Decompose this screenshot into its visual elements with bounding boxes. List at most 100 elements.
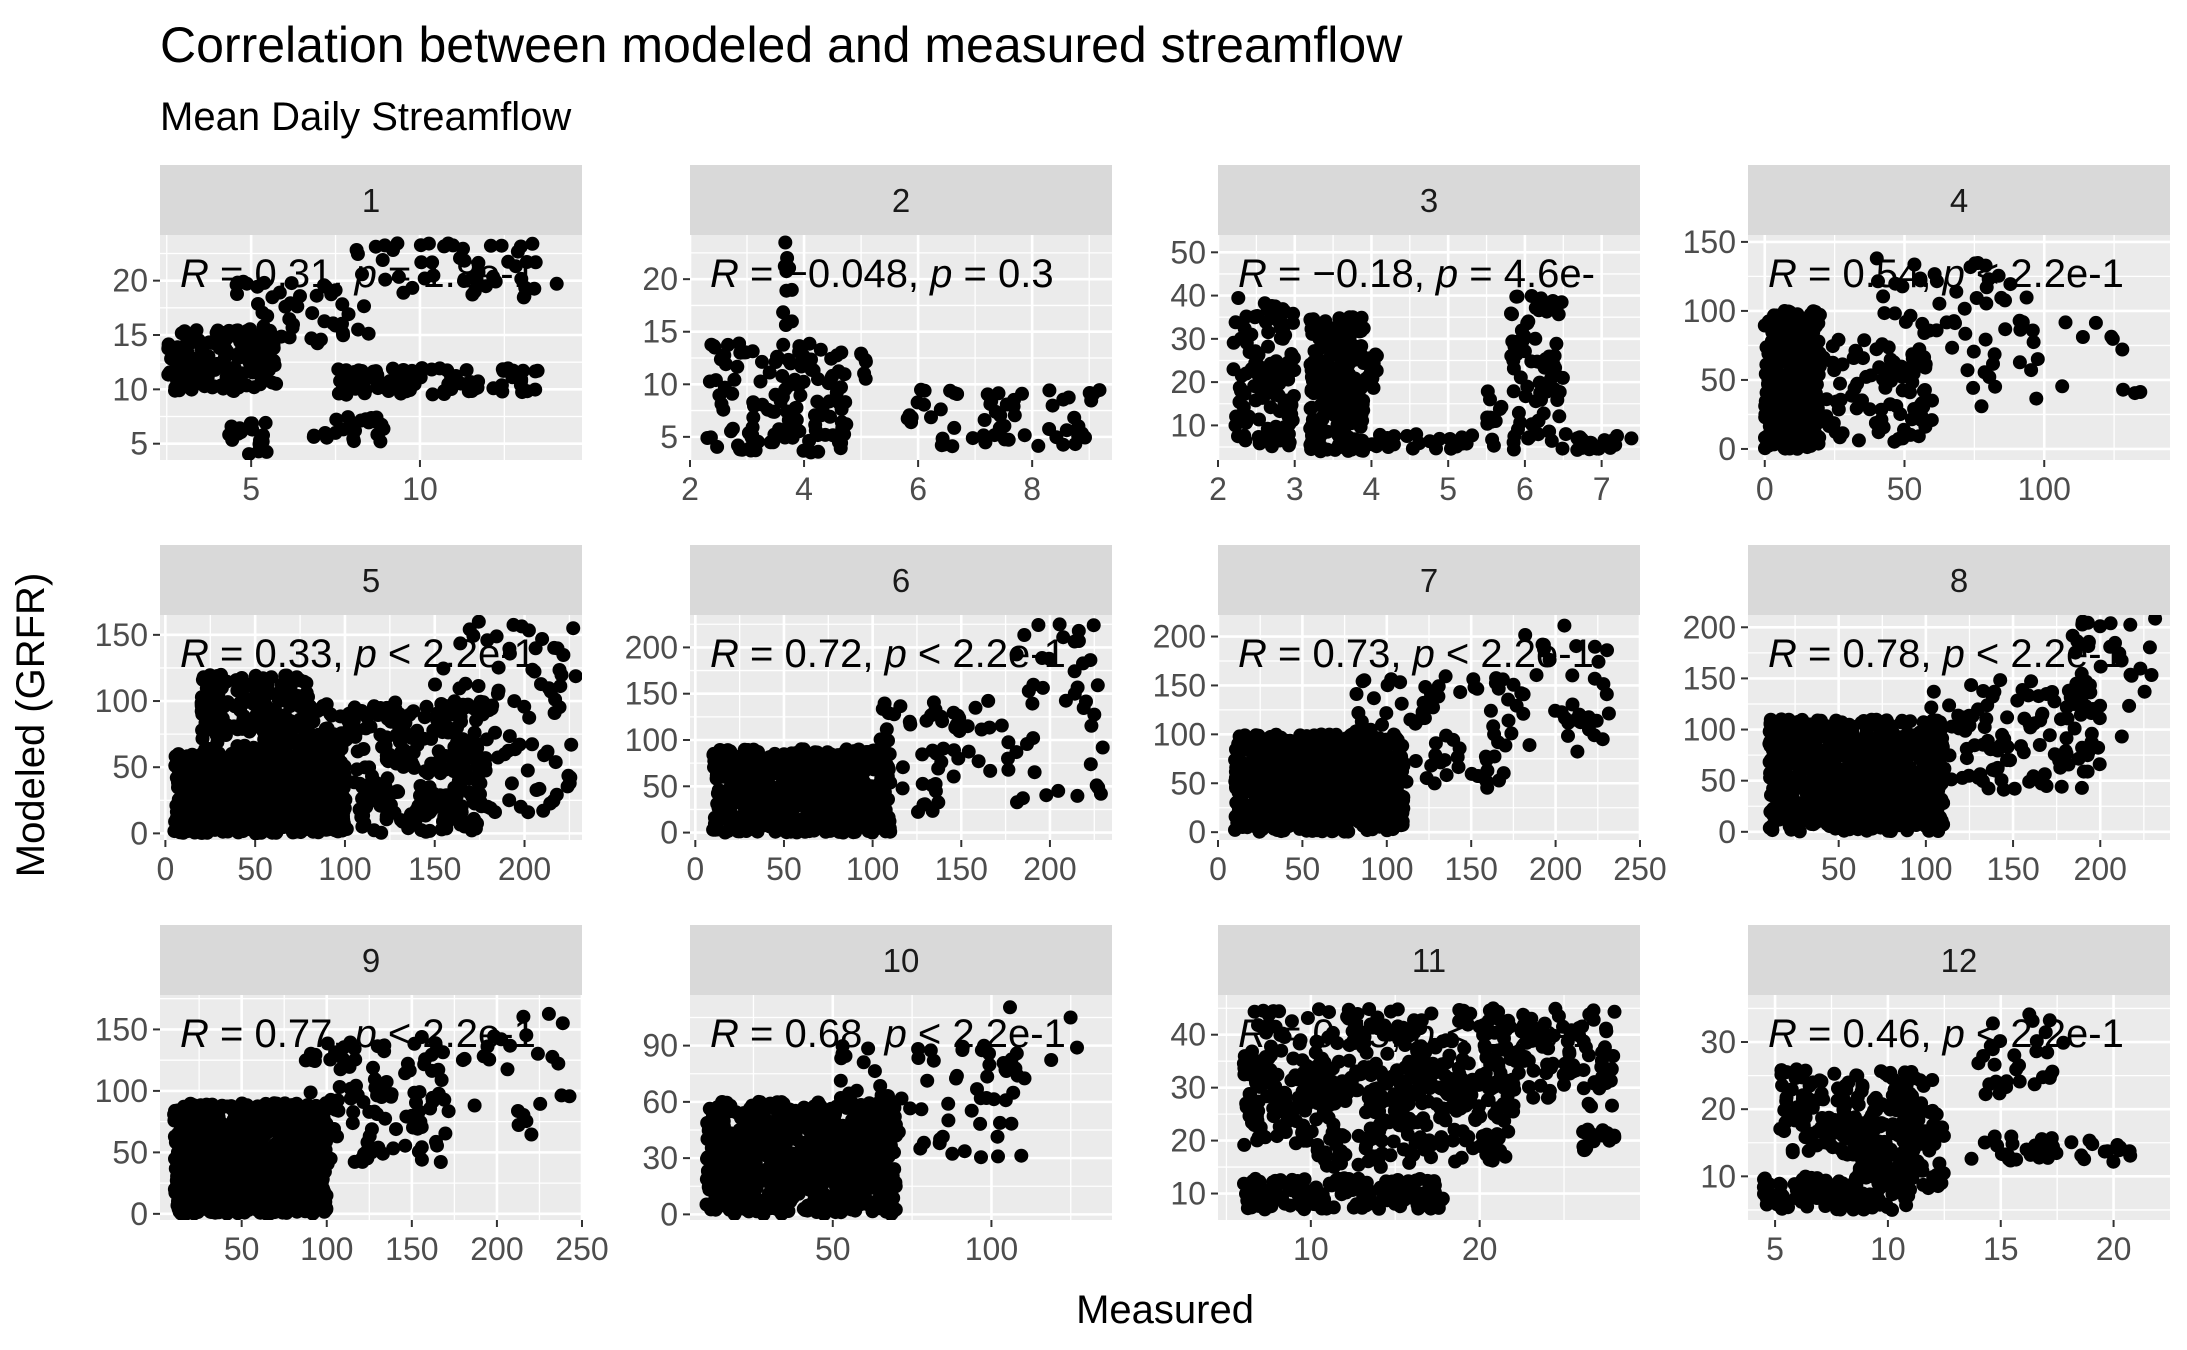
data-point [1076, 701, 1091, 715]
data-point [770, 349, 784, 364]
data-point [779, 424, 794, 439]
data-point [1875, 337, 1890, 352]
data-point [1859, 369, 1874, 384]
data-point [1090, 678, 1105, 693]
data-point [311, 810, 326, 825]
data-point [321, 799, 336, 814]
data-point [239, 351, 254, 366]
data-point [1042, 422, 1057, 436]
data-point [327, 733, 342, 748]
data-point [1483, 392, 1497, 407]
data-point [1991, 268, 2006, 283]
data-point [305, 714, 320, 729]
data-point [1017, 628, 1032, 642]
data-point [1549, 336, 1564, 351]
data-point [258, 415, 273, 430]
data-point [834, 781, 849, 796]
data-point [402, 818, 417, 833]
data-point [429, 799, 444, 814]
y-tick-label: 50 [642, 768, 678, 804]
correlation-annotation: R = 0.31, p = 1.8e-1 [180, 252, 536, 296]
data-point [1352, 399, 1367, 414]
x-tick-label: 50 [1887, 471, 1923, 507]
data-point [471, 679, 486, 693]
data-point [1260, 761, 1275, 775]
data-point [528, 641, 543, 656]
data-point [1548, 360, 1563, 375]
data-point [947, 743, 961, 758]
data-point [762, 365, 777, 380]
data-point [293, 673, 308, 688]
data-point [413, 238, 428, 253]
data-point [522, 710, 537, 725]
data-point [440, 799, 455, 814]
data-point [1272, 759, 1287, 774]
data-point [752, 765, 767, 780]
data-point [766, 435, 781, 450]
data-point [1968, 256, 1982, 271]
data-point [994, 718, 1009, 733]
data-point [206, 743, 221, 758]
data-point [349, 243, 364, 257]
data-point [1251, 728, 1266, 743]
data-point [316, 699, 331, 713]
data-point [732, 336, 747, 351]
facet-strip [1218, 545, 1640, 615]
data-point [1624, 431, 1639, 446]
y-tick-label: 20 [1170, 364, 1206, 400]
data-point [233, 695, 248, 710]
data-point [541, 681, 556, 696]
data-point [381, 754, 396, 769]
data-point [1230, 770, 1244, 785]
data-point [822, 394, 837, 409]
data-point [317, 314, 332, 329]
data-point [1071, 623, 1086, 638]
points-layer [1228, 618, 1616, 839]
data-point [564, 737, 579, 752]
data-point [391, 269, 406, 284]
data-point [1912, 342, 1927, 357]
data-point [841, 751, 856, 766]
data-point [717, 348, 732, 363]
data-point [543, 796, 558, 811]
facet-strip [1748, 165, 2170, 235]
data-point [351, 322, 366, 337]
data-point [1361, 801, 1376, 816]
facet-strip-label: 7 [1420, 562, 1438, 599]
data-point [1807, 427, 1821, 441]
data-point [977, 413, 992, 427]
data-point [1405, 441, 1420, 456]
data-point [1899, 361, 1914, 376]
data-point [1536, 357, 1551, 372]
data-point [237, 780, 252, 794]
y-tick-label: 20 [112, 263, 148, 299]
data-point [1282, 435, 1297, 450]
data-point [393, 386, 408, 401]
data-point [793, 388, 808, 403]
x-tick-label: 50 [1285, 851, 1321, 887]
data-point [983, 763, 998, 778]
data-point [1978, 332, 1993, 347]
data-point [1319, 403, 1334, 418]
data-point [520, 763, 535, 778]
data-point [1231, 801, 1246, 816]
data-point [280, 763, 295, 778]
data-point [1314, 814, 1329, 829]
data-point [1855, 393, 1869, 408]
data-point [453, 709, 468, 724]
x-tick-label: 50 [766, 851, 802, 887]
data-point [1083, 653, 1098, 668]
data-point [379, 730, 394, 745]
data-point [2012, 355, 2027, 370]
correlation-annotation: R = −0.048, p = 0.3 [710, 252, 1054, 296]
x-tick-label: 0 [1209, 851, 1227, 887]
data-point [439, 699, 454, 714]
data-point [1285, 413, 1300, 428]
data-point [396, 759, 411, 774]
data-point [415, 361, 429, 376]
data-point [1546, 300, 1561, 314]
data-point [1031, 618, 1046, 632]
data-point [810, 394, 825, 409]
data-point [478, 751, 493, 766]
